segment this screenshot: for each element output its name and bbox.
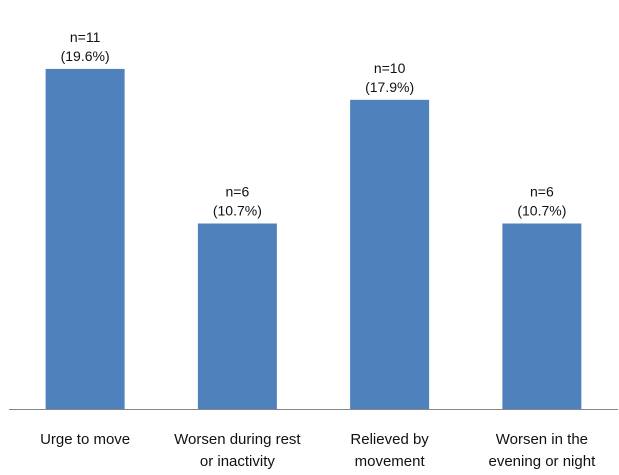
bar-data-label: n=6 (10.7%) <box>213 184 262 219</box>
category-label: Worsen in the evening or night <box>489 431 597 470</box>
category-label: Worsen during rest or inactivity <box>174 431 301 470</box>
bar-data-label-line: (19.6%) <box>61 48 110 64</box>
category-label-line: Worsen in the <box>496 431 588 448</box>
category-label-line: Relieved by <box>350 431 429 448</box>
bar-data-label: n=6 (10.7%) <box>517 184 566 219</box>
bar-data-label-line: n=11 <box>70 29 101 45</box>
bars-group <box>45 68 582 410</box>
bar-data-label-line: n=6 <box>226 184 250 200</box>
bar-data-label: n=11 (19.6%) <box>61 29 110 64</box>
category-label-line: Worsen during rest <box>174 431 301 448</box>
bar-data-label-line: n=10 <box>374 60 406 76</box>
category-label: Relieved by movement <box>350 431 429 470</box>
bar-data-label-line: (10.7%) <box>213 203 262 219</box>
bar <box>350 99 430 409</box>
data-labels-group: n=11 (19.6%) n=6 (10.7%) n=10 (17.9%) n=6 (10.7… <box>61 29 567 219</box>
bar-data-label-line: (10.7%) <box>517 203 566 219</box>
bar-data-label: n=10 (17.9%) <box>365 60 414 95</box>
bar-data-label-line: n=6 <box>530 184 554 200</box>
category-label: Urge to move <box>40 431 130 448</box>
bar <box>502 223 582 409</box>
category-labels-group: Urge to move Worsen during rest or inactiv… <box>40 431 596 470</box>
bar <box>45 68 125 410</box>
bar-data-label-line: (17.9%) <box>365 79 414 95</box>
category-label-line: movement <box>355 453 426 470</box>
category-label-line: or inactivity <box>200 453 276 470</box>
category-label-line: Urge to move <box>40 431 130 448</box>
category-label-line: evening or night <box>489 453 597 470</box>
bar <box>197 223 277 409</box>
